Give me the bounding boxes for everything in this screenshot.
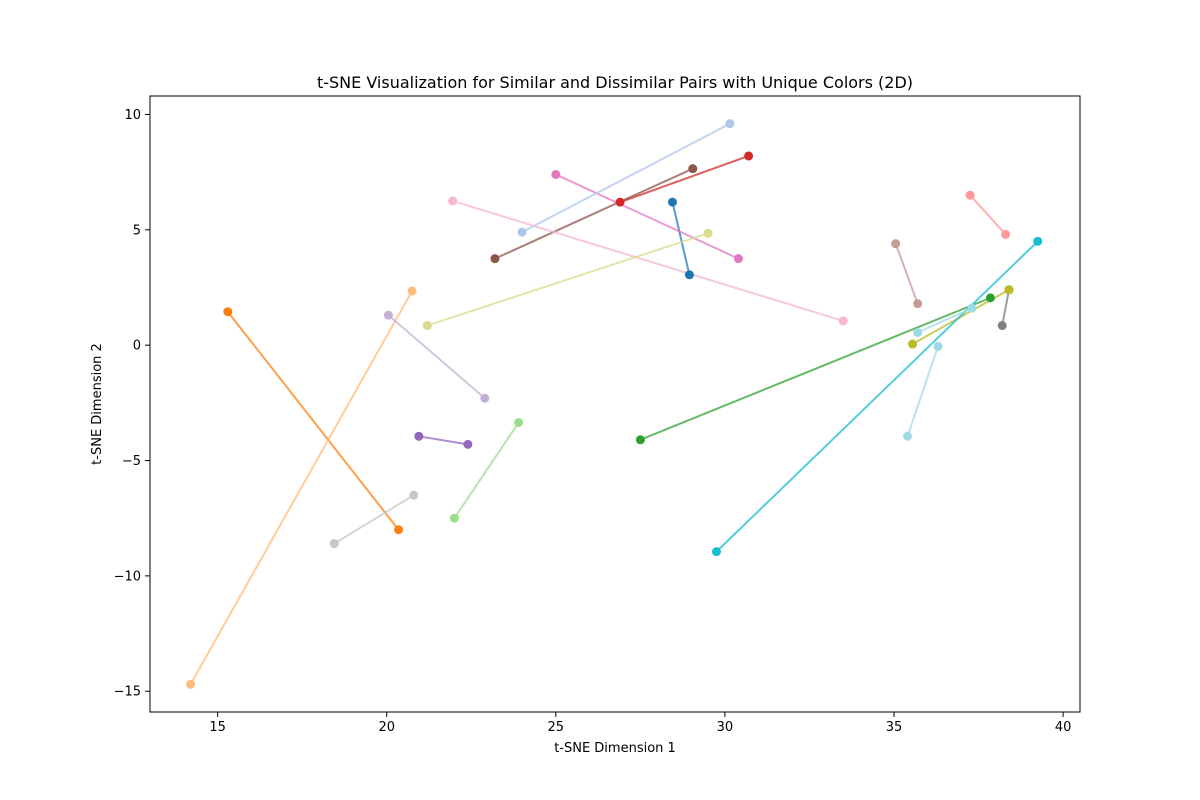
pair-line-6 bbox=[969, 194, 1007, 236]
pair-line-14 bbox=[333, 494, 415, 545]
pair-point-7-1 bbox=[463, 439, 473, 449]
pair-lines bbox=[189, 122, 1039, 685]
plot-frame bbox=[149, 95, 1081, 713]
pair-point-4-0 bbox=[514, 417, 524, 427]
pair-point-0-1 bbox=[684, 270, 694, 280]
y-tick-label: 5 bbox=[133, 223, 141, 238]
pair-point-10-0 bbox=[891, 239, 901, 249]
pair-point-11-0 bbox=[551, 169, 561, 179]
pair-line-7 bbox=[418, 435, 469, 446]
pair-point-14-0 bbox=[409, 490, 419, 500]
pair-point-16-1 bbox=[422, 321, 432, 331]
pair-line-5 bbox=[619, 155, 749, 204]
x-tick-label: 30 bbox=[717, 720, 734, 735]
pair-point-9-0 bbox=[490, 254, 500, 264]
pair-line-18 bbox=[906, 346, 939, 437]
x-axis-label: t-SNE Dimension 1 bbox=[554, 741, 676, 756]
pair-point-10-1 bbox=[913, 299, 923, 309]
pair-point-13-1 bbox=[997, 321, 1007, 331]
pair-line-2 bbox=[189, 290, 413, 685]
pair-line-20 bbox=[917, 307, 973, 334]
pair-point-15-1 bbox=[908, 339, 918, 349]
pair-point-16-0 bbox=[703, 228, 713, 238]
pair-point-19-1 bbox=[517, 227, 527, 237]
pair-points bbox=[186, 119, 1043, 689]
pair-line-9 bbox=[494, 167, 694, 260]
pair-line-3 bbox=[639, 296, 991, 441]
pair-point-12-1 bbox=[838, 316, 848, 326]
y-axis-label: t-SNE Dimension 2 bbox=[90, 343, 105, 465]
pair-point-5-0 bbox=[744, 151, 754, 161]
pair-line-13 bbox=[1001, 289, 1010, 326]
pair-line-11 bbox=[555, 173, 739, 260]
pair-point-11-1 bbox=[733, 254, 743, 264]
pair-line-0 bbox=[671, 201, 691, 276]
pair-line-1 bbox=[226, 311, 400, 531]
y-tick-label: 0 bbox=[133, 339, 141, 354]
pair-point-3-1 bbox=[985, 293, 995, 303]
x-axis-ticks: 15 20 25 30 35 40 bbox=[209, 712, 1071, 735]
pair-point-2-0 bbox=[407, 286, 417, 296]
pair-point-19-0 bbox=[725, 119, 735, 129]
x-tick-label: 20 bbox=[378, 720, 395, 735]
y-tick-label: −15 bbox=[114, 685, 141, 700]
pair-point-17-0 bbox=[1033, 236, 1043, 246]
pair-point-8-0 bbox=[383, 310, 393, 320]
pair-line-16 bbox=[426, 232, 709, 327]
pair-point-20-1 bbox=[967, 303, 977, 313]
pair-line-8 bbox=[387, 314, 486, 399]
pair-point-14-1 bbox=[329, 539, 339, 549]
pair-line-17 bbox=[715, 240, 1039, 553]
pair-point-4-1 bbox=[449, 513, 459, 523]
x-tick-label: 15 bbox=[209, 720, 226, 735]
pair-point-0-0 bbox=[667, 197, 677, 207]
pair-point-7-0 bbox=[414, 431, 424, 441]
y-tick-label: 10 bbox=[124, 108, 141, 123]
pair-point-5-1 bbox=[615, 197, 625, 207]
pair-point-17-1 bbox=[711, 547, 721, 557]
pair-point-9-1 bbox=[688, 164, 698, 174]
pair-point-2-1 bbox=[186, 679, 196, 689]
pair-point-18-0 bbox=[933, 341, 943, 351]
pair-point-1-1 bbox=[394, 525, 404, 535]
y-tick-label: −5 bbox=[122, 454, 141, 469]
pair-point-8-1 bbox=[480, 393, 490, 403]
pair-point-6-1 bbox=[1001, 229, 1011, 239]
pair-point-18-1 bbox=[903, 431, 913, 441]
pair-point-15-0 bbox=[1004, 285, 1014, 295]
pair-point-3-0 bbox=[635, 435, 645, 445]
pair-line-19 bbox=[521, 122, 731, 234]
y-axis-ticks: −15 −10 −5 0 5 10 bbox=[114, 108, 150, 700]
x-tick-label: 40 bbox=[1055, 720, 1072, 735]
pair-point-1-0 bbox=[223, 307, 233, 317]
y-tick-label: −10 bbox=[114, 569, 141, 584]
x-tick-label: 25 bbox=[548, 720, 565, 735]
pair-point-20-0 bbox=[913, 327, 923, 337]
pair-line-12 bbox=[452, 200, 844, 322]
pair-point-6-0 bbox=[965, 190, 975, 200]
chart-title: t-SNE Visualization for Similar and Diss… bbox=[317, 73, 913, 92]
pair-point-12-0 bbox=[448, 196, 458, 206]
pair-line-10 bbox=[894, 243, 919, 304]
pair-line-4 bbox=[453, 421, 520, 519]
x-tick-label: 35 bbox=[886, 720, 903, 735]
